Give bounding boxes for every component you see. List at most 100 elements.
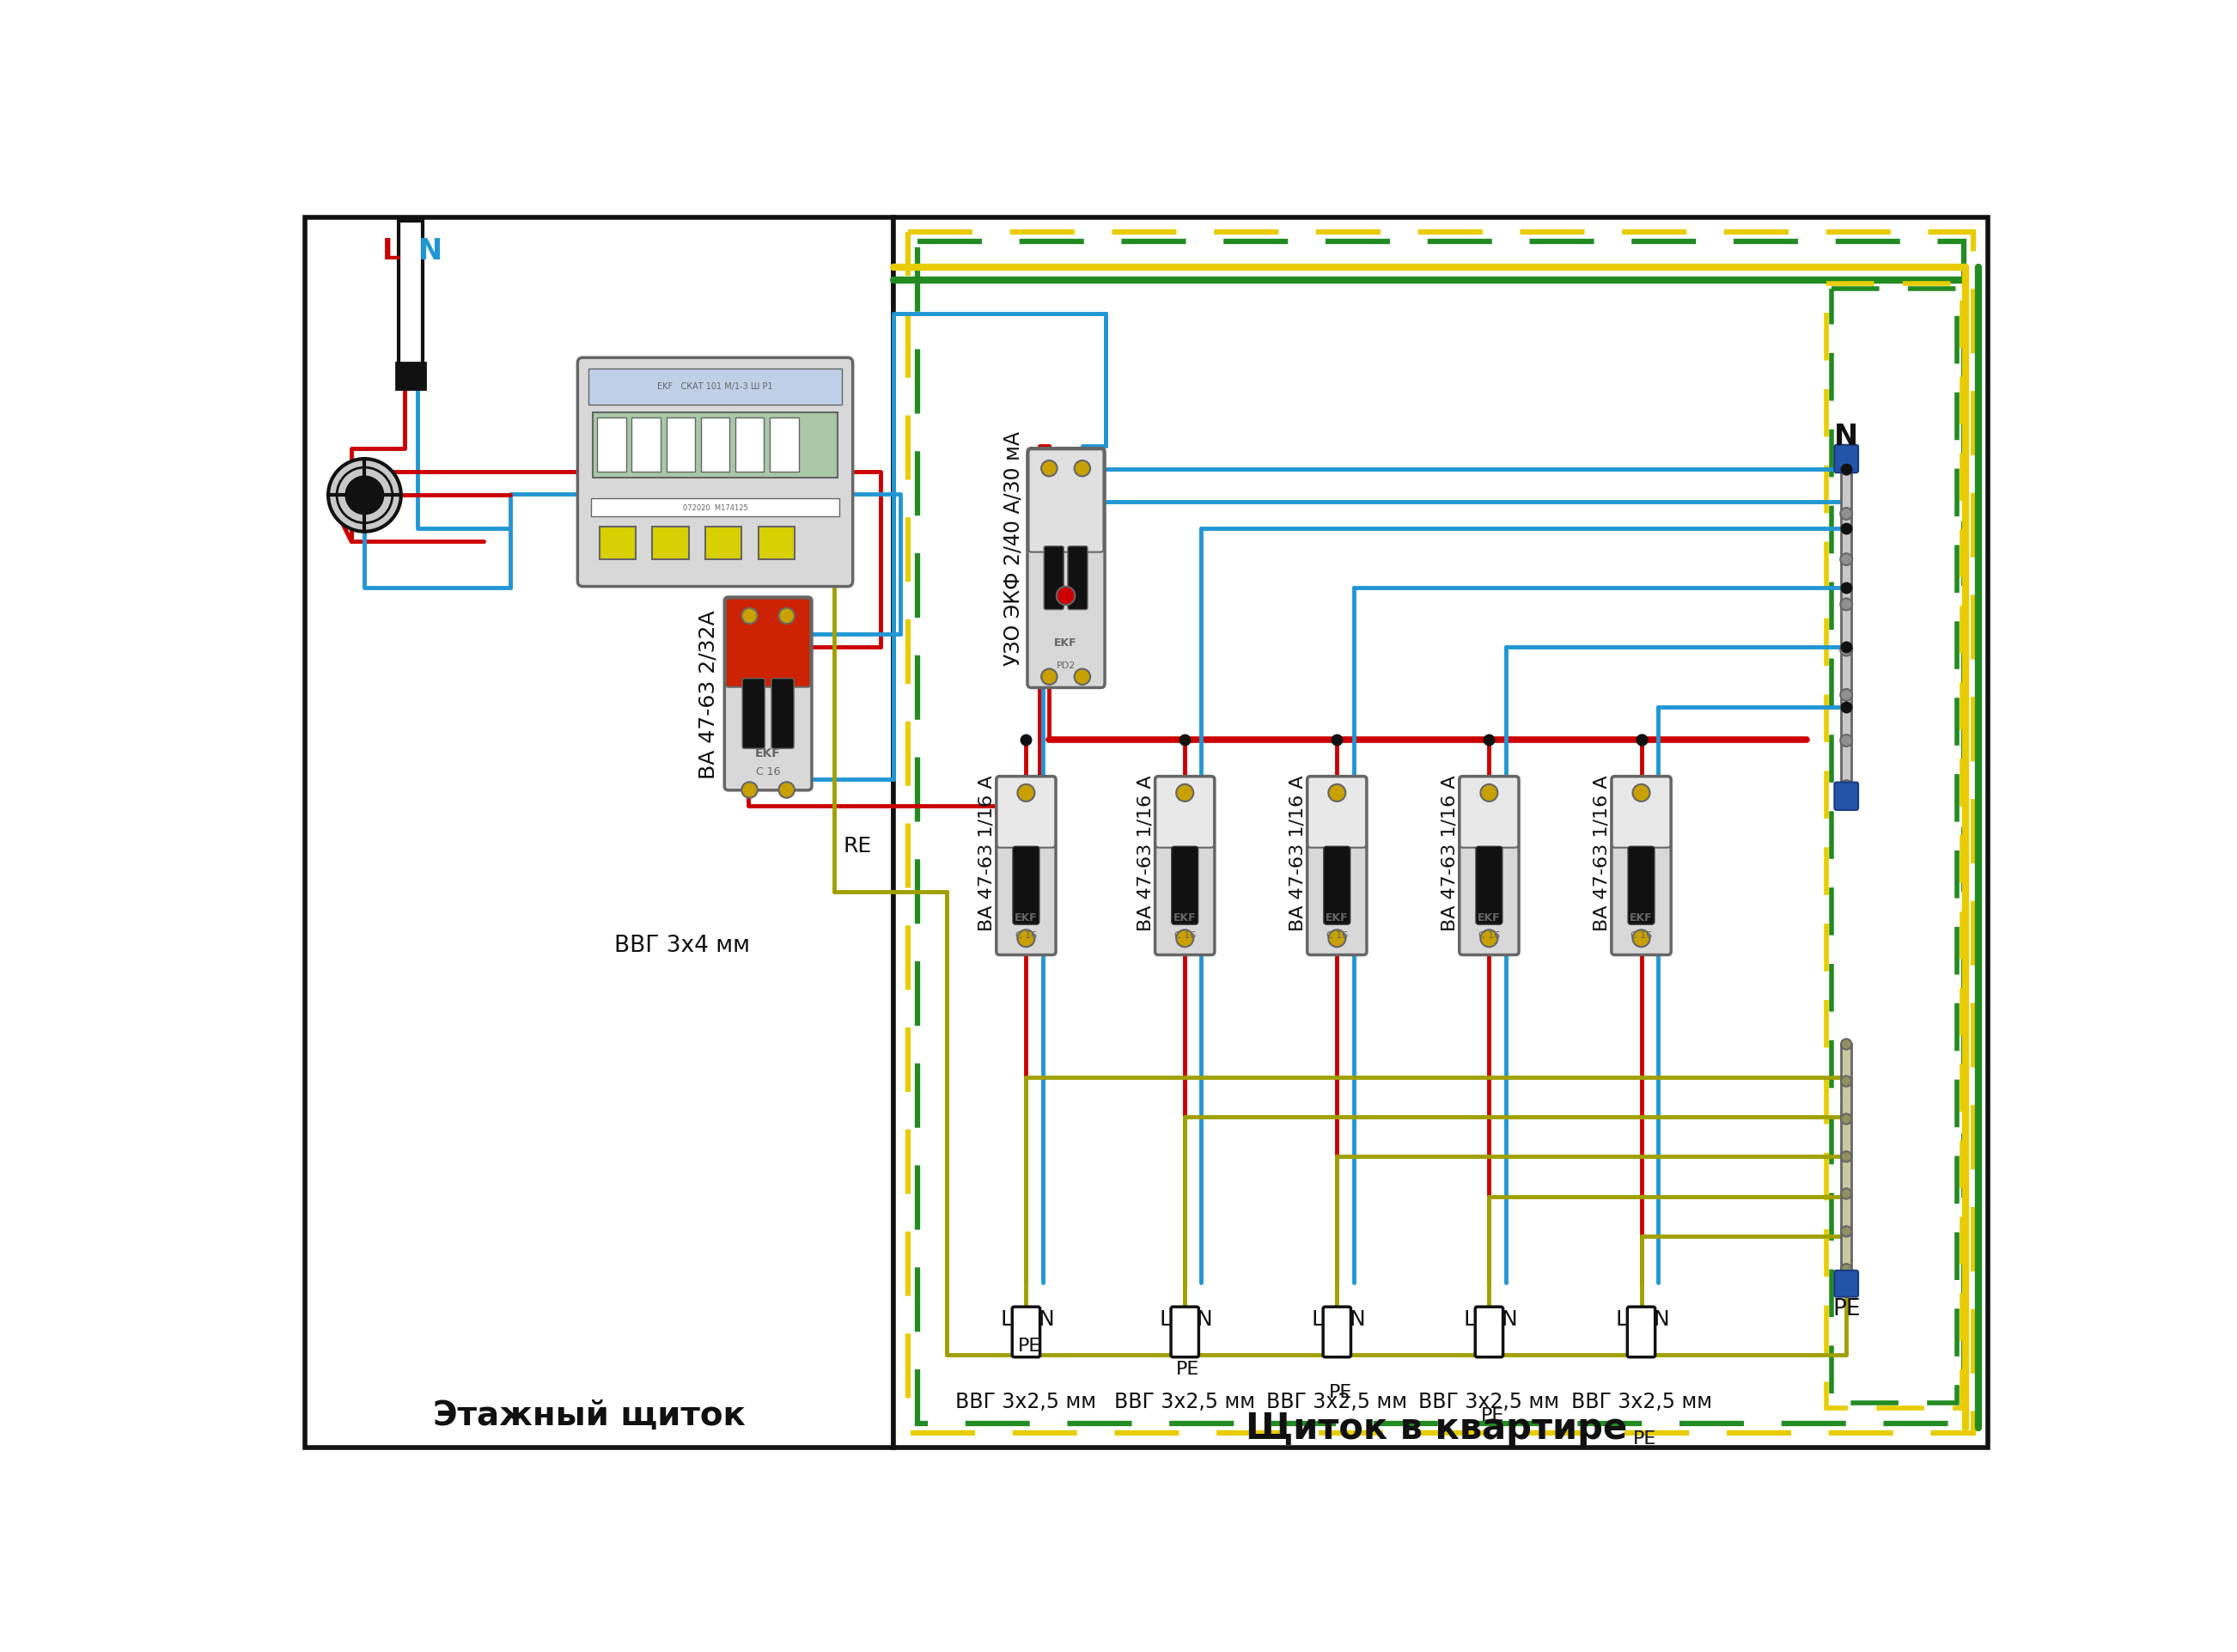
Circle shape	[1841, 1189, 1852, 1199]
FancyBboxPatch shape	[998, 778, 1056, 847]
FancyBboxPatch shape	[577, 358, 852, 586]
Circle shape	[1841, 553, 1852, 567]
FancyBboxPatch shape	[1611, 776, 1671, 955]
Bar	[1825, 284, 1962, 1408]
Circle shape	[1018, 930, 1036, 947]
Text: PE: PE	[1832, 1298, 1861, 1320]
Bar	[597, 418, 626, 472]
Text: ВА 47-63 1/16 А: ВА 47-63 1/16 А	[978, 775, 995, 930]
Text: ВВГ 3х2,5 мм: ВВГ 3х2,5 мм	[1114, 1391, 1255, 1412]
Text: L: L	[1463, 1308, 1474, 1330]
Text: ВВГ 3х2,5 мм: ВВГ 3х2,5 мм	[955, 1391, 1096, 1412]
Bar	[770, 418, 799, 472]
Text: Щиток в квартире: Щиток в квартире	[1246, 1409, 1626, 1446]
FancyBboxPatch shape	[725, 598, 812, 791]
Text: ВА 47-63 1/16 А: ВА 47-63 1/16 А	[1136, 775, 1154, 930]
Circle shape	[778, 608, 794, 624]
FancyBboxPatch shape	[1309, 778, 1367, 847]
Text: ВВГ 3х4 мм: ВВГ 3х4 мм	[615, 933, 749, 957]
FancyBboxPatch shape	[1613, 778, 1671, 847]
FancyBboxPatch shape	[1476, 847, 1503, 925]
Text: N: N	[1653, 1308, 1669, 1330]
Bar	[1841, 1044, 1852, 1269]
Circle shape	[1841, 1075, 1852, 1087]
FancyBboxPatch shape	[995, 776, 1056, 955]
FancyBboxPatch shape	[1013, 847, 1040, 925]
Bar	[1832, 289, 1957, 1403]
Circle shape	[1841, 644, 1852, 656]
Circle shape	[1177, 785, 1192, 801]
Text: PE: PE	[1018, 1336, 1040, 1355]
Text: EKF: EKF	[1479, 912, 1501, 923]
Circle shape	[743, 608, 758, 624]
FancyBboxPatch shape	[725, 600, 810, 687]
Text: N: N	[1349, 1308, 1365, 1330]
Text: ВА 47-63 1/16 А: ВА 47-63 1/16 А	[1593, 775, 1611, 930]
Text: L: L	[1159, 1308, 1170, 1330]
Circle shape	[1056, 586, 1076, 606]
Circle shape	[1841, 735, 1852, 747]
Circle shape	[1841, 600, 1852, 611]
Circle shape	[1040, 669, 1058, 686]
Text: N: N	[1197, 1308, 1212, 1330]
Text: ВА 47-63 1/16 А: ВА 47-63 1/16 А	[1289, 775, 1306, 930]
Text: C 16: C 16	[1631, 930, 1653, 938]
Text: EKF: EKF	[1631, 912, 1653, 923]
FancyBboxPatch shape	[1172, 847, 1199, 925]
Circle shape	[1018, 785, 1036, 801]
FancyBboxPatch shape	[1324, 847, 1351, 925]
Text: L: L	[1615, 1308, 1626, 1330]
Circle shape	[347, 477, 383, 514]
FancyBboxPatch shape	[1834, 446, 1859, 472]
FancyBboxPatch shape	[1027, 449, 1105, 689]
FancyBboxPatch shape	[1157, 778, 1215, 847]
Text: EKF: EKF	[1054, 638, 1078, 648]
FancyBboxPatch shape	[1011, 1307, 1040, 1358]
Bar	[396, 363, 425, 390]
Bar	[758, 527, 794, 560]
Text: PE: PE	[1481, 1406, 1503, 1424]
Circle shape	[1040, 461, 1058, 477]
Bar	[653, 527, 689, 560]
Text: ВВГ 3х2,5 мм: ВВГ 3х2,5 мм	[1266, 1391, 1407, 1412]
FancyBboxPatch shape	[772, 679, 794, 748]
Text: PD2: PD2	[1056, 661, 1076, 671]
Text: ВА 47-63 2/32А: ВА 47-63 2/32А	[698, 610, 718, 778]
Circle shape	[1329, 785, 1347, 801]
Circle shape	[1841, 689, 1852, 702]
Circle shape	[1841, 509, 1852, 520]
Bar	[304, 218, 895, 1447]
Text: ВВГ 3х2,5 мм: ВВГ 3х2,5 мм	[1570, 1391, 1711, 1412]
Bar	[705, 527, 743, 560]
Text: C 16: C 16	[1174, 930, 1195, 938]
Circle shape	[1329, 930, 1347, 947]
Text: PE: PE	[1329, 1383, 1351, 1401]
Bar	[600, 527, 635, 560]
Text: EKF: EKF	[1174, 912, 1197, 923]
Text: N: N	[1501, 1308, 1517, 1330]
FancyBboxPatch shape	[1626, 1307, 1655, 1358]
FancyBboxPatch shape	[1322, 1307, 1351, 1358]
Text: ВВГ 3х2,5 мм: ВВГ 3х2,5 мм	[1418, 1391, 1559, 1412]
Bar	[736, 418, 765, 472]
Text: УЗО ЭКФ 2/40 А/30 мА: УЗО ЭКФ 2/40 А/30 мА	[1002, 431, 1022, 666]
Text: C 16: C 16	[1327, 930, 1349, 938]
Circle shape	[1841, 1039, 1852, 1049]
Text: EKF: EKF	[1327, 912, 1349, 923]
FancyBboxPatch shape	[1459, 776, 1519, 955]
Circle shape	[1481, 785, 1499, 801]
Circle shape	[1841, 1113, 1852, 1125]
FancyBboxPatch shape	[1474, 1307, 1503, 1358]
Circle shape	[329, 459, 400, 532]
Circle shape	[778, 783, 794, 798]
Circle shape	[1074, 461, 1089, 477]
Bar	[588, 368, 841, 405]
Text: PE: PE	[1633, 1429, 1655, 1447]
Text: N: N	[1038, 1308, 1054, 1330]
Text: L: L	[383, 236, 400, 266]
Text: EKF: EKF	[1016, 912, 1038, 923]
FancyBboxPatch shape	[1045, 547, 1065, 610]
Circle shape	[1841, 1264, 1852, 1275]
FancyBboxPatch shape	[1834, 1270, 1859, 1297]
Circle shape	[1841, 463, 1852, 476]
